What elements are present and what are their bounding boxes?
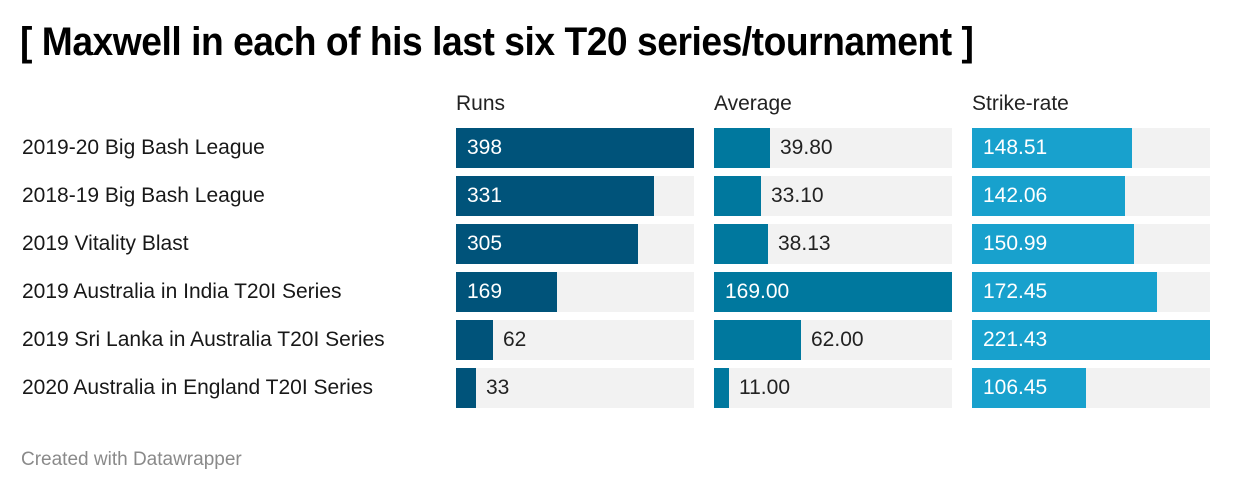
bar-value-label: 11.00 — [739, 376, 790, 399]
bar-average — [714, 320, 801, 360]
bar-average — [714, 272, 952, 312]
bar-strike-rate — [972, 128, 1132, 168]
bar-value-label: 62 — [503, 328, 527, 351]
bar-value-label: 150.99 — [983, 232, 1048, 255]
bar-value-label: 38.13 — [778, 232, 831, 255]
bar-track-strike-rate: 172.45 — [972, 272, 1210, 312]
bar-strike-rate — [972, 320, 1210, 360]
bar-track-runs: 169 — [456, 272, 694, 312]
bar-value-label: 172.45 — [983, 280, 1048, 303]
bar-track-strike-rate: 142.06 — [972, 176, 1210, 216]
bar-value-label: 62.00 — [811, 328, 864, 351]
row-label: 2019 Sri Lanka in Australia T20I Series — [22, 328, 385, 351]
row-label: 2019 Australia in India T20I Series — [22, 280, 342, 303]
bar-track-strike-rate: 150.99 — [972, 224, 1210, 264]
bar-track-runs: 33 — [456, 368, 694, 408]
bar-track-runs: 62 — [456, 320, 694, 360]
row-label: 2019-20 Big Bash League — [22, 136, 265, 159]
bar-track-strike-rate: 106.45 — [972, 368, 1210, 408]
bar-strike-rate — [972, 368, 1086, 408]
row-label: 2020 Australia in England T20I Series — [22, 376, 374, 399]
bar-track-runs: 398 — [456, 128, 694, 168]
bar-track-average: 62.00 — [714, 320, 952, 360]
bar-value-label: 106.45 — [983, 376, 1048, 399]
bar-value-label: 148.51 — [983, 136, 1048, 159]
row-label: 2018-19 Big Bash League — [22, 184, 265, 207]
bar-value-label: 221.43 — [983, 328, 1048, 351]
chart-title: [ Maxwell in each of his last six T20 se… — [20, 20, 974, 64]
bar-value-label: 169 — [467, 280, 503, 303]
bar-track-strike-rate: 148.51 — [972, 128, 1210, 168]
bar-average — [714, 368, 729, 408]
bar-strike-rate — [972, 176, 1125, 216]
column-header-strike-rate: Strike-rate — [972, 92, 1069, 115]
bar-strike-rate — [972, 272, 1157, 312]
credit-footer: Created with Datawrapper — [21, 449, 242, 470]
bar-runs — [456, 320, 493, 360]
bar-runs — [456, 272, 557, 312]
bar-value-label: 33.10 — [771, 184, 824, 207]
column-header-runs: Runs — [456, 92, 506, 115]
bar-track-strike-rate: 221.43 — [972, 320, 1210, 360]
bar-runs — [456, 176, 654, 216]
bar-track-average: 38.13 — [714, 224, 952, 264]
bar-average — [714, 176, 761, 216]
row-label: 2019 Vitality Blast — [22, 232, 189, 255]
column-header-average: Average — [714, 92, 792, 115]
bar-value-label: 305 — [467, 232, 503, 255]
bar-value-label: 398 — [467, 136, 503, 159]
bar-track-runs: 331 — [456, 176, 694, 216]
bar-track-average: 33.10 — [714, 176, 952, 216]
bar-track-average: 39.80 — [714, 128, 952, 168]
bar-value-label: 331 — [467, 184, 503, 207]
bar-track-runs: 305 — [456, 224, 694, 264]
bar-value-label: 39.80 — [780, 136, 833, 159]
bar-track-average: 169.00 — [714, 272, 952, 312]
bar-runs — [456, 368, 476, 408]
bar-value-label: 169.00 — [725, 280, 790, 303]
bar-average — [714, 224, 768, 264]
bar-runs — [456, 224, 638, 264]
bar-track-average: 11.00 — [714, 368, 952, 408]
bar-runs — [456, 128, 694, 168]
bar-value-label: 33 — [486, 376, 510, 399]
bar-value-label: 142.06 — [983, 184, 1048, 207]
bar-strike-rate — [972, 224, 1134, 264]
bar-average — [714, 128, 770, 168]
